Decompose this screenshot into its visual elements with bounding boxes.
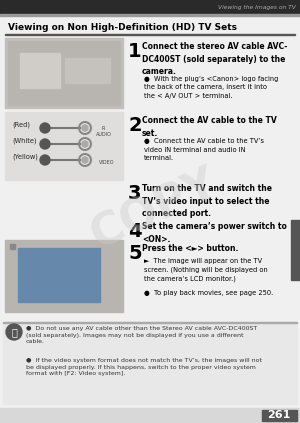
Text: ⓘ: ⓘ xyxy=(11,327,17,337)
Circle shape xyxy=(82,141,88,147)
Text: ●  If the video system format does not match the TV’s, the images will not
be di: ● If the video system format does not ma… xyxy=(26,358,262,376)
Text: Viewing the Images on TV: Viewing the Images on TV xyxy=(218,5,296,9)
Bar xyxy=(0,0,300,14)
Bar xyxy=(10,244,15,249)
Bar xyxy=(291,220,300,280)
Bar xyxy=(8,41,120,105)
Text: 4: 4 xyxy=(128,222,142,241)
Circle shape xyxy=(40,139,50,149)
Bar xyxy=(0,408,300,423)
Text: ●  With the plug’s <Canon> logo facing
the back of the camera, insert it into
th: ● With the plug’s <Canon> logo facing th… xyxy=(144,76,278,99)
Text: 5: 5 xyxy=(128,244,142,263)
Text: AUDIO: AUDIO xyxy=(96,132,112,137)
Text: 1: 1 xyxy=(128,42,142,61)
Circle shape xyxy=(40,155,50,165)
Text: Connect the AV cable to the TV
set.: Connect the AV cable to the TV set. xyxy=(142,116,277,137)
Bar xyxy=(262,410,297,421)
Circle shape xyxy=(82,157,88,163)
Bar xyxy=(3,322,297,323)
Text: 2: 2 xyxy=(128,116,142,135)
Text: (White): (White) xyxy=(12,138,37,145)
Bar xyxy=(5,240,123,312)
Circle shape xyxy=(82,125,88,131)
Text: ●  Do not use any AV cable other than the Stereo AV cable AVC-DC400ST
(sold sepa: ● Do not use any AV cable other than the… xyxy=(26,326,257,344)
Bar xyxy=(65,58,110,83)
Bar xyxy=(0,14,300,16)
Text: Turn on the TV and switch the
TV’s video input to select the
connected port.: Turn on the TV and switch the TV’s video… xyxy=(142,184,272,218)
Text: (Yellow): (Yellow) xyxy=(12,154,38,160)
Text: Viewing on Non High-Definition (HD) TV Sets: Viewing on Non High-Definition (HD) TV S… xyxy=(8,24,237,33)
Bar xyxy=(5,112,123,180)
Text: 261: 261 xyxy=(267,410,291,420)
Circle shape xyxy=(6,324,22,340)
Text: ●  Connect the AV cable to the TV’s
video IN terminal and audio IN
terminal.: ● Connect the AV cable to the TV’s video… xyxy=(144,138,264,161)
Bar xyxy=(20,53,60,88)
Text: Connect the stereo AV cable AVC-
DC400ST (sold separately) to the
camera.: Connect the stereo AV cable AVC- DC400ST… xyxy=(142,42,287,76)
Text: Press the <►> button.: Press the <►> button. xyxy=(142,244,239,253)
Bar xyxy=(5,38,123,108)
Text: COPY: COPY xyxy=(85,162,226,258)
Text: (Red): (Red) xyxy=(12,122,30,129)
Bar xyxy=(18,248,100,302)
Bar xyxy=(3,322,297,404)
Text: R: R xyxy=(102,126,105,131)
Text: VIDEO: VIDEO xyxy=(99,160,115,165)
Text: 3: 3 xyxy=(128,184,142,203)
Text: ●  To play back movies, see page 250.: ● To play back movies, see page 250. xyxy=(144,290,273,296)
Text: Set the camera’s power switch to
<ON>.: Set the camera’s power switch to <ON>. xyxy=(142,222,287,244)
Circle shape xyxy=(40,123,50,133)
Bar xyxy=(5,34,295,36)
Text: ►  The image will appear on the TV
screen. (Nothing will be displayed on
the cam: ► The image will appear on the TV screen… xyxy=(144,258,268,282)
